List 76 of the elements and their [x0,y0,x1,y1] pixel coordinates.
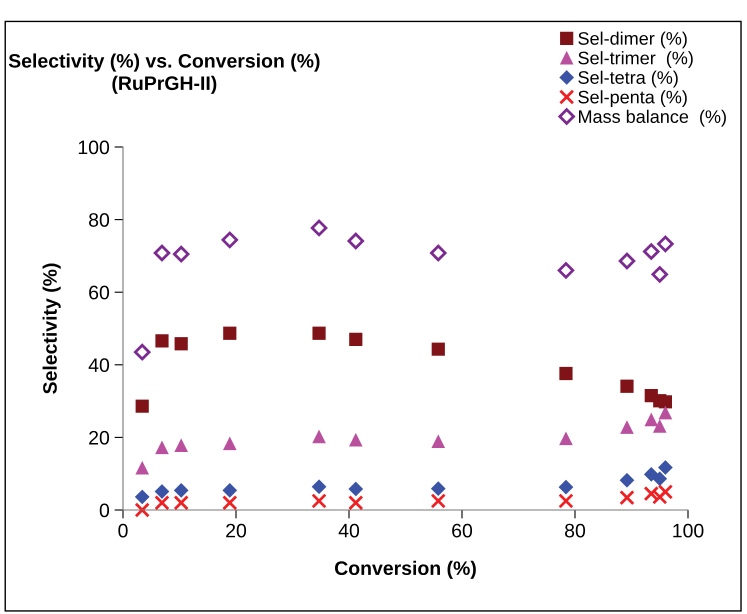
point [558,262,574,279]
legend-label: Sel-trimer (%) [578,51,693,68]
point [558,480,574,494]
point [653,420,666,433]
point [619,490,635,506]
point [432,342,445,356]
chart-title: Selectivity (%) vs. Conversion (%) (RuPrGH-II) [8,53,320,94]
point [644,413,658,426]
point [348,482,364,496]
legend-label: Sel-penta (%) [578,90,687,108]
point [154,484,170,499]
y-axis-title: Selectivity (%) [42,264,61,394]
x-axis-title: Conversion (%) [335,560,476,579]
point [136,400,149,413]
x-tick-label: 100 [673,524,704,538]
point [658,460,673,475]
point [349,332,362,346]
point [658,395,672,408]
point [652,472,667,486]
legend-label: Mass balance (%) [578,110,726,127]
point [348,232,364,250]
point [174,483,188,498]
point [223,326,236,340]
point [310,220,328,236]
y-tick-label: 60 [89,286,110,300]
point [620,420,634,434]
point [223,436,236,450]
point [154,244,170,262]
point [312,326,326,340]
point [312,430,326,444]
point [431,481,446,496]
point [430,493,446,509]
point [222,232,238,248]
point [134,502,150,518]
point [311,493,327,509]
point [172,246,190,262]
x-tick-label: 0 [118,524,128,538]
point [658,406,672,420]
point [652,489,668,505]
x-tick-label: 80 [565,524,586,538]
point [134,344,150,360]
legend-label: Sel-tetra (%) [578,70,678,88]
point [657,236,674,252]
y-tick-label: 0 [100,503,110,518]
y-tick-label: 80 [89,213,110,227]
point [651,266,668,283]
point [432,434,445,448]
point [559,366,573,380]
y-tick-label: 40 [88,358,110,372]
point [222,495,238,510]
point [620,380,634,393]
point [618,252,636,270]
point [312,480,326,494]
point [644,467,658,482]
y-tick-label: 100 [78,140,110,154]
point [349,433,362,447]
x-tick-label: 20 [226,524,246,538]
point [174,438,188,452]
point [155,440,169,454]
legend-label: Sel-dimer (%) [578,32,687,48]
point [136,461,149,474]
point [154,495,170,510]
y-tick-label: 20 [89,430,110,445]
point [558,493,574,509]
point [620,473,634,488]
point [155,334,169,348]
point [174,337,188,350]
point [643,243,660,260]
x-tick-label: 40 [338,524,360,538]
point [134,490,150,504]
point [430,244,447,262]
x-tick-label: 60 [452,524,472,538]
point [559,432,573,446]
point [222,483,238,498]
point [174,495,189,510]
point [348,495,364,510]
